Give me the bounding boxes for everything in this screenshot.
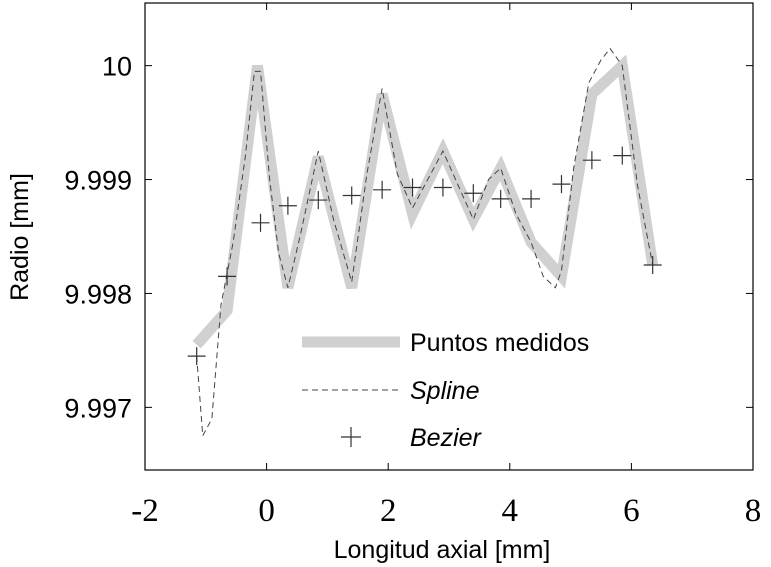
y-tick-label: 9.997 xyxy=(64,393,132,423)
x-tick-label: -2 xyxy=(131,493,159,529)
legend: Puntos medidos Spline Bezier xyxy=(302,329,589,452)
series-line-spline xyxy=(196,47,654,438)
bezier-point xyxy=(491,189,510,208)
x-tick-label: 6 xyxy=(623,493,640,529)
y-tick-label: 9.998 xyxy=(64,279,132,309)
bezier-point xyxy=(309,191,328,210)
y-tick-label: 9.999 xyxy=(64,166,132,196)
x-tick-label: 2 xyxy=(380,493,397,529)
bezier-point xyxy=(433,178,452,197)
x-axis-label: Longitud axial [mm] xyxy=(334,536,551,564)
bezier-point xyxy=(582,151,601,170)
legend-label-measured: Puntos medidos xyxy=(410,329,589,357)
bezier-point xyxy=(251,213,270,232)
bezier-point xyxy=(522,189,541,208)
legend-label-bezier: Bezier xyxy=(410,424,483,452)
legend-swatch-bezier xyxy=(341,427,361,447)
bezier-point xyxy=(218,267,237,286)
legend-label-spline: Spline xyxy=(410,377,480,405)
x-tick-label: 8 xyxy=(745,493,762,529)
bezier-point xyxy=(278,196,297,215)
bezier-point xyxy=(187,347,206,366)
bezier-point xyxy=(552,175,571,194)
x-tick-label: 0 xyxy=(258,493,275,529)
bezier-point xyxy=(464,184,483,203)
bezier-point xyxy=(643,255,662,274)
bezier-point xyxy=(373,180,392,199)
bezier-point xyxy=(613,146,632,165)
y-axis-label: Radio [mm] xyxy=(6,173,34,301)
x-ticks: -2 0 2 4 6 8 xyxy=(131,3,761,529)
bezier-point xyxy=(342,186,361,205)
series-line-measured xyxy=(192,54,659,349)
y-ticks: 9.997 9.998 9.999 10 xyxy=(64,52,753,423)
bezier-point xyxy=(403,178,422,197)
y-tick-label: 10 xyxy=(102,52,132,82)
x-tick-label: 4 xyxy=(502,493,519,529)
series-group xyxy=(187,47,662,438)
